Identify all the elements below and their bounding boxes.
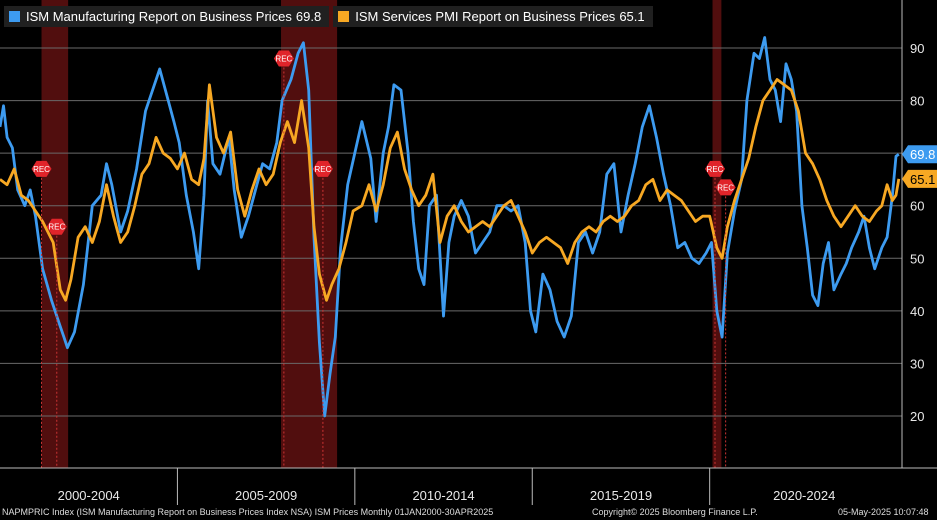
recession-marker bbox=[273, 50, 294, 67]
legend-value-services: 65.1 bbox=[619, 9, 645, 24]
x-tick-label: 2015-2019 bbox=[590, 488, 652, 503]
last-value-tag-text: 69.8 bbox=[910, 147, 935, 162]
legend-label-manufacturing: ISM Manufacturing Report on Business Pri… bbox=[26, 9, 292, 24]
recession-marker-label: REC bbox=[33, 165, 50, 174]
last-value-tag-bg bbox=[902, 145, 937, 164]
x-tick-label: 2000-2004 bbox=[58, 488, 120, 503]
recession-marker-label: REC bbox=[48, 223, 65, 232]
x-tick-label: 2010-2014 bbox=[412, 488, 474, 503]
recession-marker bbox=[312, 160, 333, 177]
recession-bands bbox=[41, 0, 722, 468]
footer: NAPMPRIC Index (ISM Manufacturing Report… bbox=[0, 507, 937, 520]
x-tick-label: 2005-2009 bbox=[235, 488, 297, 503]
footer-timestamp: 05-May-2025 10:07:48 bbox=[838, 507, 929, 517]
recession-marker bbox=[705, 160, 725, 177]
series-lines bbox=[0, 36, 901, 418]
legend-item-services[interactable]: ISM Services PMI Report on Business Pric… bbox=[333, 6, 653, 27]
legend-label-services: ISM Services PMI Report on Business Pric… bbox=[355, 9, 616, 24]
recession-marker-label: REC bbox=[275, 55, 292, 64]
last-value-tag-manufacturing: 69.8 bbox=[902, 145, 937, 164]
footer-copyright: Copyright© 2025 Bloomberg Finance L.P. bbox=[592, 507, 758, 517]
series-line-manufacturing bbox=[0, 36, 900, 418]
axes: 20304050607080902000-20042005-20092010-2… bbox=[0, 0, 937, 505]
recession-marker-label: REC bbox=[707, 165, 724, 174]
y-tick-label: 40 bbox=[910, 304, 924, 319]
footer-source: NAPMPRIC Index (ISM Manufacturing Report… bbox=[2, 507, 494, 517]
recession-marker-label: REC bbox=[314, 165, 331, 174]
last-value-tag-bg bbox=[902, 169, 937, 188]
y-tick-label: 50 bbox=[910, 251, 924, 266]
recession-marker bbox=[46, 218, 67, 235]
y-tick-label: 20 bbox=[910, 409, 924, 424]
recession-marker-label: REC bbox=[717, 183, 734, 192]
legend-swatch-orange bbox=[338, 11, 350, 22]
y-tick-label: 90 bbox=[910, 41, 924, 56]
y-tick-label: 60 bbox=[910, 199, 924, 214]
recession-band bbox=[712, 0, 722, 468]
recession-markers: REC REC REC REC REC REC bbox=[31, 50, 736, 468]
recession-marker bbox=[715, 179, 736, 196]
last-value-tag-text: 65.1 bbox=[910, 172, 935, 187]
recession-marker bbox=[31, 160, 52, 177]
x-tick-label: 2020-2024 bbox=[773, 488, 835, 503]
gridlines bbox=[0, 47, 902, 417]
y-tick-label: 30 bbox=[910, 356, 924, 371]
last-value-tag-services: 65.1 bbox=[902, 169, 937, 188]
legend-item-manufacturing[interactable]: ISM Manufacturing Report on Business Pri… bbox=[4, 6, 330, 27]
legend-swatch-blue bbox=[9, 11, 20, 22]
y-tick-label: 80 bbox=[910, 94, 924, 109]
legend: ISM Manufacturing Report on Business Pri… bbox=[4, 6, 657, 27]
legend-value-manufacturing: 69.8 bbox=[295, 9, 322, 24]
recession-band bbox=[281, 0, 338, 468]
series-line-services bbox=[0, 78, 901, 302]
